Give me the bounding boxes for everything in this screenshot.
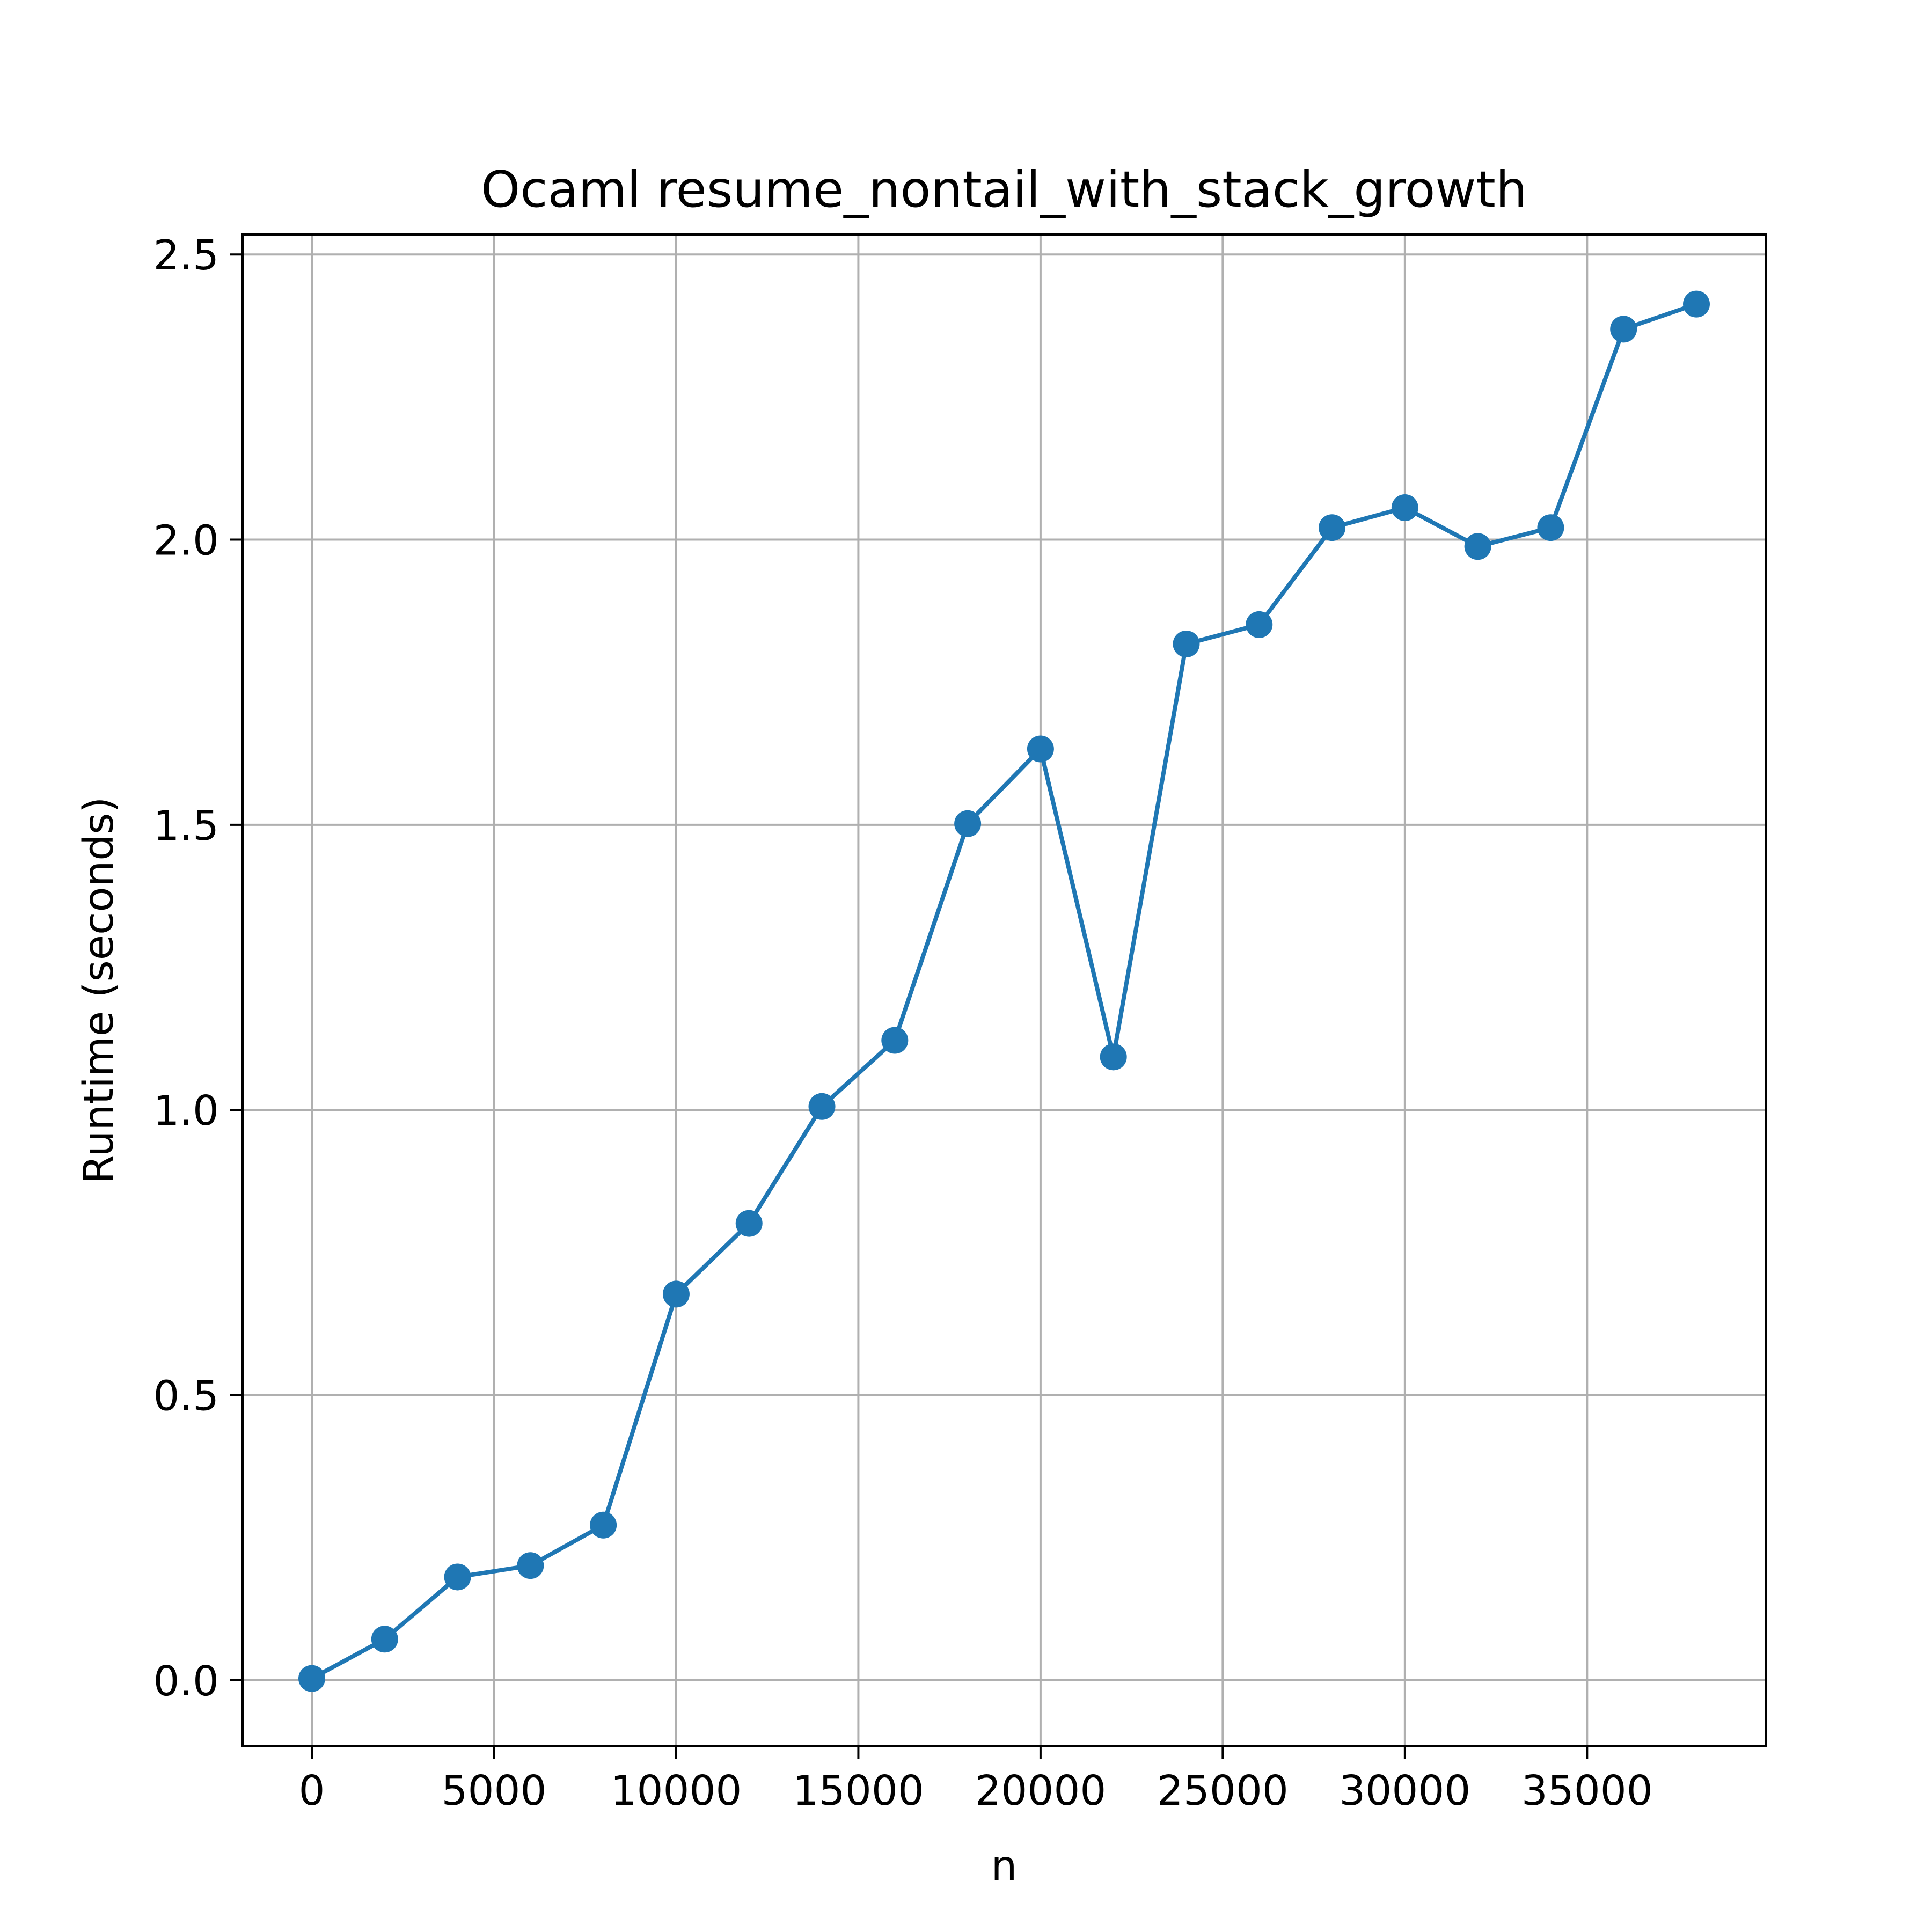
x-tick-label: 0: [299, 1767, 325, 1815]
data-point: [662, 1280, 690, 1308]
data-point: [1100, 1043, 1127, 1071]
data-point: [371, 1626, 398, 1653]
series-runtime: [298, 290, 1710, 1692]
data-point: [1537, 514, 1564, 541]
data-point: [1610, 316, 1637, 343]
data-point: [881, 1027, 909, 1054]
data-point: [1319, 514, 1346, 541]
data-point: [590, 1511, 617, 1539]
data-point: [1173, 630, 1200, 657]
data-point: [444, 1563, 471, 1591]
y-tick-label: 2.0: [153, 517, 219, 565]
data-point: [808, 1093, 836, 1120]
y-axis-label: Runtime (seconds): [75, 797, 123, 1184]
y-tick-label: 0.5: [153, 1372, 219, 1420]
data-point: [1683, 290, 1710, 318]
y-tick-label: 1.5: [153, 802, 219, 850]
x-axis-label: n: [991, 1842, 1018, 1890]
data-point: [1464, 533, 1491, 560]
series-line: [311, 302, 1697, 1681]
y-tick-label: 1.0: [153, 1087, 219, 1135]
data-point: [1246, 611, 1273, 638]
x-tick-label: 30000: [1339, 1767, 1470, 1815]
y-axis-ticks: 0.0 0.5 1.0 1.5 2.0 2.5: [153, 232, 243, 1706]
data-point: [954, 810, 982, 837]
data-point: [1027, 735, 1054, 763]
x-tick-label: 25000: [1157, 1767, 1289, 1815]
x-tick-label: 35000: [1521, 1767, 1653, 1815]
data-point: [1391, 494, 1418, 522]
chart-title: Ocaml resume_nontail_with_stack_growth: [481, 160, 1527, 218]
data-point: [517, 1552, 544, 1579]
data-point: [298, 1665, 325, 1692]
x-tick-label: 15000: [793, 1767, 924, 1815]
x-axis-ticks: 0 5000 10000 15000 20000 25000 30000 35000: [299, 1746, 1653, 1815]
y-tick-label: 0.0: [153, 1658, 219, 1706]
x-tick-label: 20000: [975, 1767, 1106, 1815]
y-tick-label: 2.5: [153, 232, 219, 280]
x-tick-label: 5000: [441, 1767, 546, 1815]
data-point: [735, 1210, 763, 1237]
x-tick-label: 10000: [610, 1767, 742, 1815]
plot-frame: [241, 233, 1767, 1747]
